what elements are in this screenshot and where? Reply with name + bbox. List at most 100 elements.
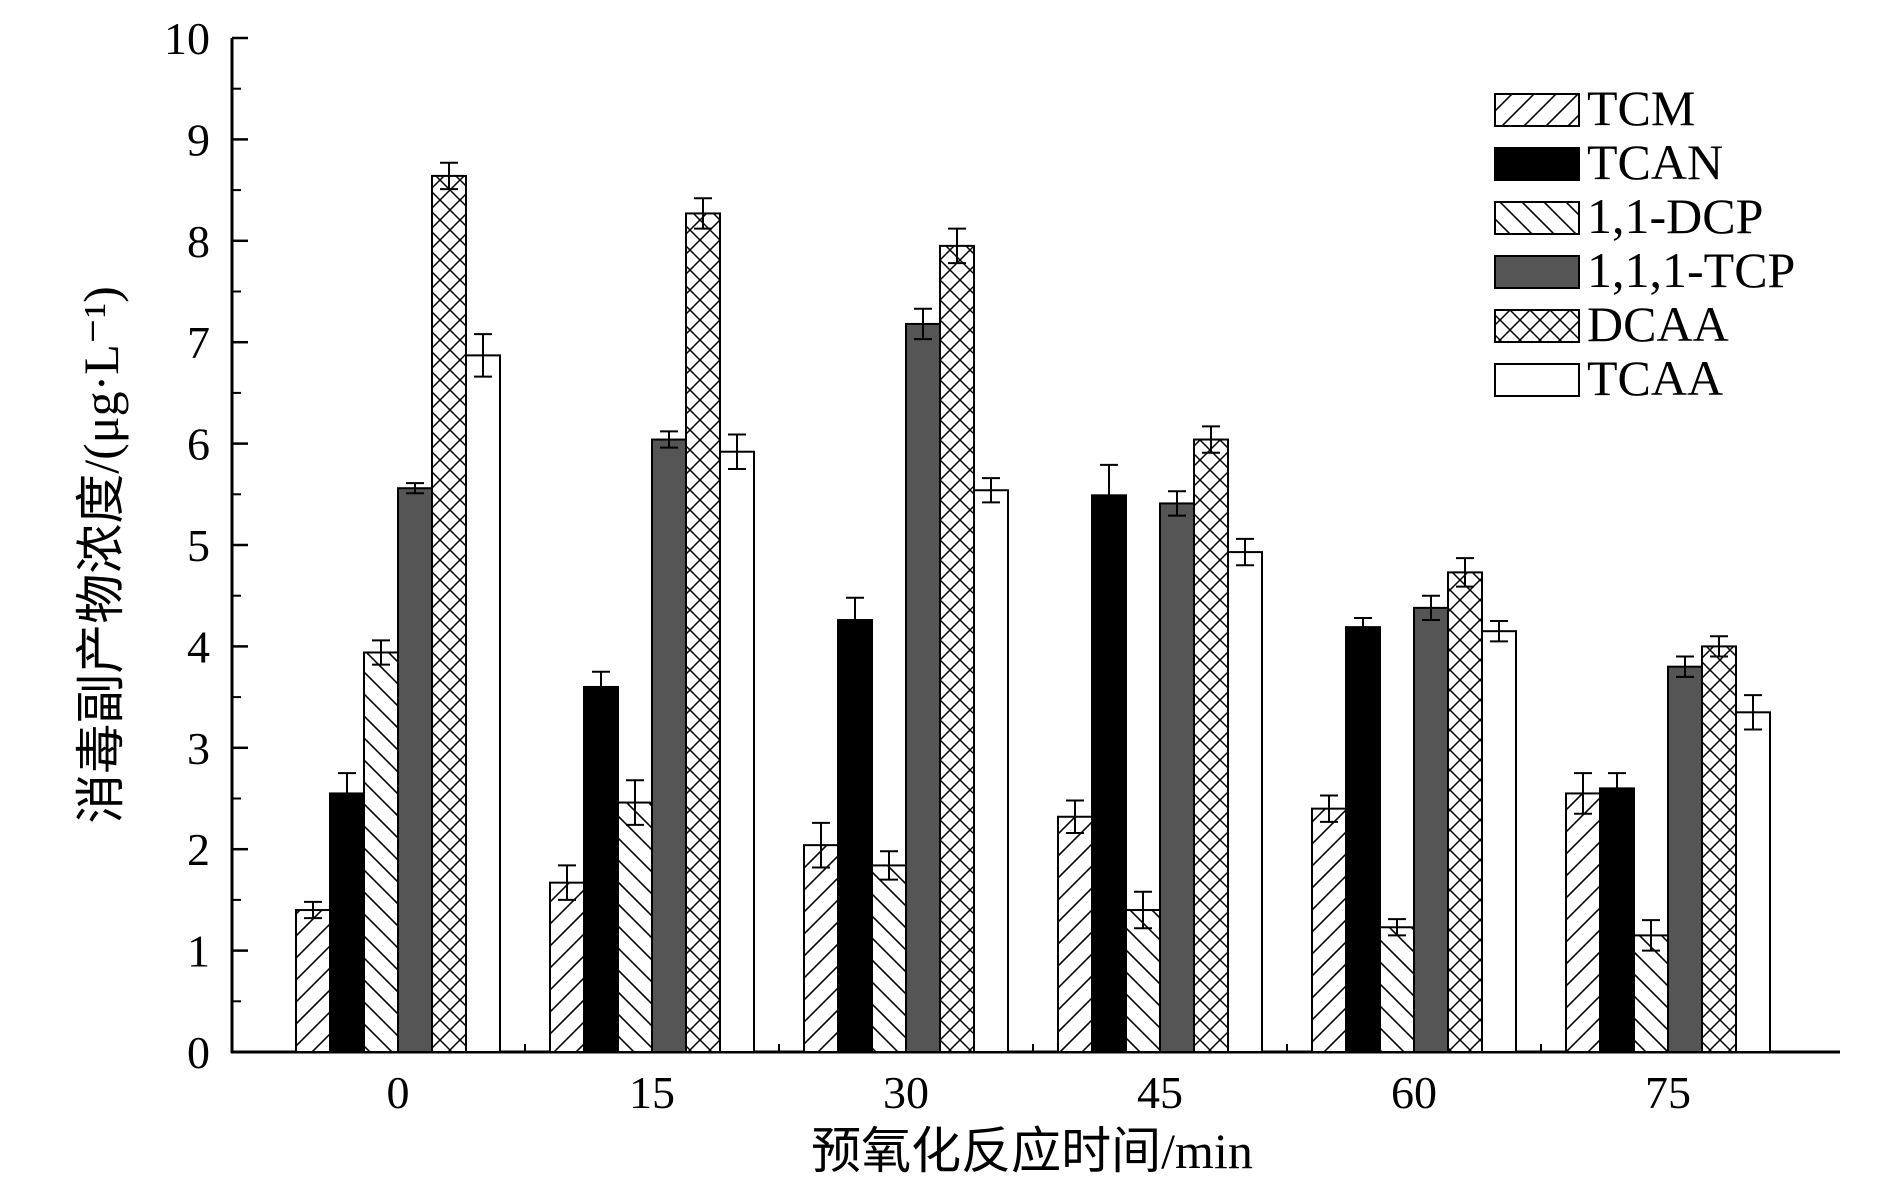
- bar-1-1-dcp-45: [1125, 909, 1161, 1053]
- x-tick-label: 0: [387, 1067, 410, 1118]
- error-bar: [1066, 799, 1084, 834]
- error-bar: [440, 161, 458, 191]
- bar-tcaa-45: [1227, 551, 1263, 1054]
- legend-swatch: [1494, 93, 1580, 127]
- error-bar: [982, 477, 1000, 504]
- bar-1-1-1-tcp-45: [1159, 502, 1195, 1053]
- bar-1-1-1-tcp-15: [651, 438, 687, 1053]
- bar-tcaa-75: [1735, 711, 1771, 1053]
- error-bar: [846, 596, 864, 644]
- x-tick-label: 30: [883, 1067, 929, 1118]
- legend-swatch: [1494, 147, 1580, 181]
- bar-dcaa-30: [939, 244, 975, 1053]
- error-bar: [406, 482, 424, 495]
- error-bar: [372, 639, 390, 666]
- error-bar: [1744, 694, 1762, 731]
- error-bar: [1676, 655, 1694, 678]
- error-bar: [1134, 890, 1152, 930]
- bar-tcaa-0: [465, 354, 501, 1053]
- y-tick-label: 4: [187, 621, 210, 672]
- error-bar: [1490, 620, 1508, 643]
- x-axis-title: 预氧化反应时间/min: [811, 1123, 1253, 1179]
- error-bar: [474, 333, 492, 378]
- error-bar: [880, 850, 898, 881]
- legend-label: 1,1-DCP: [1587, 188, 1763, 244]
- bars: [295, 174, 1771, 1054]
- bar-tcm-15: [549, 881, 585, 1053]
- legend-label: TCM: [1587, 80, 1695, 136]
- error-bar: [558, 864, 576, 901]
- bar-1-1-1-tcp-0: [397, 487, 433, 1053]
- error-bar: [1320, 794, 1338, 823]
- legend-swatch: [1494, 255, 1580, 289]
- error-bar: [728, 433, 746, 470]
- bar-tcan-45: [1091, 494, 1127, 1053]
- error-bar: [1422, 594, 1440, 622]
- bar-1-1-1-tcp-75: [1667, 665, 1703, 1053]
- error-bar: [1574, 772, 1592, 815]
- x-tick-label: 75: [1645, 1067, 1691, 1118]
- legend-swatch: [1494, 201, 1580, 235]
- legend-label: DCAA: [1587, 296, 1729, 352]
- bar-1-1-dcp-0: [363, 651, 399, 1053]
- y-tick-label: 3: [187, 723, 210, 774]
- bar-1-1-1-tcp-60: [1413, 606, 1449, 1053]
- bar-1-1-1-tcp-30: [905, 322, 941, 1053]
- legend-swatch: [1494, 363, 1580, 397]
- y-axis-title: 消毒副产物浓度/(μg·L⁻¹): [73, 286, 129, 824]
- error-bar: [812, 821, 830, 869]
- bar-tcaa-15: [719, 450, 755, 1054]
- bar-dcaa-0: [431, 174, 467, 1054]
- y-tick-label: 10: [164, 13, 210, 64]
- y-tick-label: 7: [187, 317, 210, 368]
- bar-dcaa-60: [1447, 571, 1483, 1053]
- bar-tcm-45: [1057, 815, 1093, 1054]
- y-tick-label: 2: [187, 824, 210, 875]
- error-bar: [1202, 425, 1220, 454]
- bar-dcaa-45: [1193, 438, 1229, 1053]
- bar-1-1-dcp-15: [617, 801, 653, 1054]
- legend-label: TCAA: [1587, 350, 1723, 406]
- bar-tcan-30: [837, 619, 873, 1053]
- x-tick-label: 60: [1391, 1067, 1437, 1118]
- error-bar: [304, 900, 322, 920]
- y-tick-label: 1: [187, 926, 210, 977]
- error-bar: [1168, 490, 1186, 517]
- bar-tcaa-60: [1481, 630, 1517, 1053]
- error-bar: [1710, 635, 1728, 658]
- bar-dcaa-75: [1701, 645, 1737, 1054]
- bar-tcaa-30: [973, 489, 1009, 1053]
- bar-tcan-60: [1345, 626, 1381, 1053]
- error-bar: [626, 779, 644, 826]
- x-tick-label: 15: [629, 1067, 675, 1118]
- error-bar: [914, 307, 932, 341]
- error-bar: [694, 197, 712, 230]
- legend-label: TCAN: [1587, 134, 1723, 190]
- y-tick-label: 0: [187, 1027, 210, 1078]
- bar-tcm-75: [1565, 792, 1601, 1053]
- legend-swatch: [1494, 309, 1580, 343]
- y-tick-label: 8: [187, 216, 210, 267]
- legend-label: 1,1,1-TCP: [1587, 242, 1795, 298]
- error-bar: [1354, 617, 1372, 638]
- bar-tcm-30: [803, 844, 839, 1053]
- error-bar: [1100, 463, 1118, 527]
- bar-tcm-0: [295, 909, 331, 1053]
- x-tick-label: 45: [1137, 1067, 1183, 1118]
- bar-1-1-dcp-30: [871, 864, 907, 1054]
- bar-tcan-15: [583, 685, 619, 1054]
- error-bar: [948, 227, 966, 265]
- error-bar: [1388, 918, 1406, 937]
- error-bar: [1456, 557, 1474, 588]
- bar-dcaa-15: [685, 212, 721, 1053]
- bar-tcm-60: [1311, 807, 1347, 1054]
- error-bar: [1642, 919, 1660, 952]
- bar-1-1-dcp-60: [1379, 926, 1415, 1054]
- y-tick-label: 5: [187, 520, 210, 571]
- bar-1-1-dcp-75: [1633, 934, 1669, 1054]
- bar-tcan-75: [1599, 787, 1635, 1053]
- error-bar: [592, 670, 610, 704]
